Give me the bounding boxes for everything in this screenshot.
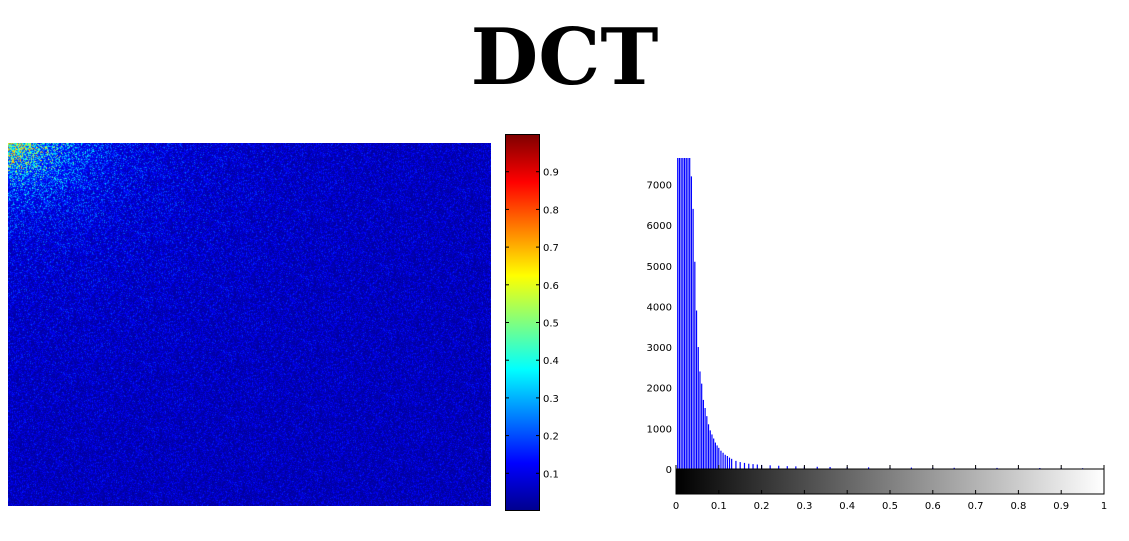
x-tick-label: 0.8 [1010, 501, 1026, 512]
grayscale-colorbar [676, 469, 1104, 494]
x-tick-label: 0 [673, 501, 679, 512]
colorbar-tick-label: 0.6 [543, 281, 559, 292]
dct-heatmap [8, 143, 491, 506]
y-tick-label: 7000 [647, 180, 672, 191]
x-tick-label: 0.1 [711, 501, 727, 512]
y-tick-label: 3000 [647, 343, 672, 354]
x-tick-label: 0.7 [968, 501, 984, 512]
histogram-chart: 0 1000 2000 3000 4000 5000 6000 7000 0 0.1 0.2 0.3 0… [647, 158, 1108, 512]
x-tick-label: 0.6 [925, 501, 941, 512]
colorbar-tick-label: 0.7 [543, 243, 559, 254]
colorbar-tick-label: 0.1 [543, 469, 559, 480]
x-tick-label: 0.5 [882, 501, 898, 512]
histogram-axes: 0 1000 2000 3000 4000 5000 6000 7000 0 0.1 0.2 0.3 0… [647, 180, 1108, 512]
colorbar-tick-label: 0.3 [543, 394, 559, 405]
colorbar-axis: 0.1 0.2 0.3 0.4 0.5 0.6 0.7 0.8 0.9 [505, 168, 559, 480]
y-tick-label: 0 [666, 465, 672, 476]
figure-title: DCT [470, 12, 659, 103]
x-tick-label: 1 [1101, 501, 1107, 512]
histogram-bars [677, 158, 1084, 469]
y-tick-label: 4000 [647, 302, 672, 313]
y-tick-label: 6000 [647, 221, 672, 232]
colorbar-tick-label: 0.8 [543, 205, 559, 216]
x-tick-label: 0.9 [1053, 501, 1069, 512]
y-tick-label: 5000 [647, 262, 672, 273]
x-tick-label: 0.2 [754, 501, 770, 512]
colorbar-tick-label: 0.9 [543, 168, 559, 179]
x-tick-label: 0.3 [796, 501, 812, 512]
colorbar: 0.1 0.2 0.3 0.4 0.5 0.6 0.7 0.8 0.9 [505, 134, 585, 514]
colorbar-tick-label: 0.2 [543, 432, 559, 443]
x-tick-label: 0.4 [839, 501, 855, 512]
colorbar-tick-label: 0.5 [543, 319, 559, 330]
y-tick-label: 2000 [647, 384, 672, 395]
y-tick-label: 1000 [647, 424, 672, 435]
colorbar-tick-label: 0.4 [543, 356, 559, 367]
